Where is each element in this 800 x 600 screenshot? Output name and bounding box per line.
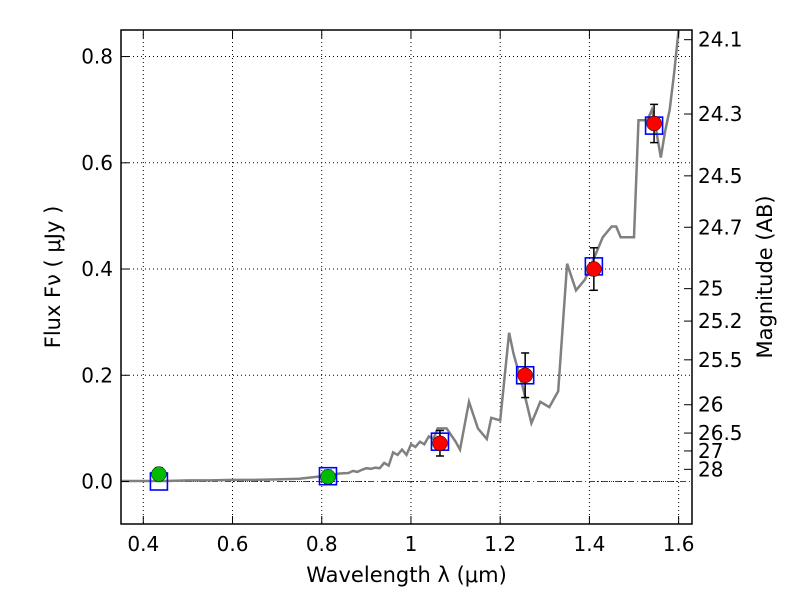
magnitude-tick-label: 28 <box>698 457 723 481</box>
magnitude-tick-label: 25.5 <box>698 348 743 372</box>
x-tick-label: 0.8 <box>306 532 338 556</box>
y-tick-label: 0.0 <box>81 470 113 494</box>
grid <box>121 30 692 524</box>
magnitude-tick-label: 27 <box>698 439 723 463</box>
observed-flux-point <box>586 261 602 277</box>
x-tick-label: 1.4 <box>573 532 605 556</box>
observed-flux-point <box>151 466 167 482</box>
x-tick-label: 1 <box>405 532 418 556</box>
magnitude-tick-label: 24.1 <box>698 28 743 52</box>
magnitude-tick-label: 24.5 <box>698 164 743 188</box>
data-points <box>149 103 664 491</box>
x-tick-label: 1.6 <box>663 532 695 556</box>
observed-flux-point <box>320 468 336 485</box>
magnitude-tick-label: 26 <box>698 393 723 417</box>
x-axis-label: Wavelength λ (μm) <box>306 563 507 587</box>
magnitude-tick-label: 25 <box>698 277 723 301</box>
x-tick-label: 1.2 <box>484 532 516 556</box>
observed-flux-point <box>517 367 533 384</box>
x-tick-label: 0.4 <box>127 532 159 556</box>
sed-model-line <box>121 30 680 483</box>
x-tick-label: 0.6 <box>217 532 249 556</box>
observed-flux-point <box>432 435 448 452</box>
plot-frame <box>120 29 693 525</box>
magnitude-axis-label: Magnitude (AB) <box>753 195 777 358</box>
y-tick-label: 0.2 <box>81 363 113 387</box>
magnitude-tick-label: 25.2 <box>698 309 743 333</box>
model-photometry-square <box>318 466 338 486</box>
axis-ticks: 0.4 0.6 0.8 1 1.2 1.4 1.6 0.0 0.2 0.4 0.6 0.8 24.1 24… <box>81 28 742 556</box>
magnitude-tick-label: 24.3 <box>698 102 743 126</box>
magnitude-tick-label: 24.7 <box>698 215 743 239</box>
y-tick-label: 0.6 <box>81 151 113 175</box>
observed-flux-point <box>646 115 662 132</box>
y-axis-label: Flux Fν ( μJy ) <box>41 206 65 349</box>
magnitude-tick-label: 26.5 <box>698 421 743 445</box>
y-tick-label: 0.4 <box>81 257 113 281</box>
y-tick-label: 0.8 <box>81 45 113 69</box>
